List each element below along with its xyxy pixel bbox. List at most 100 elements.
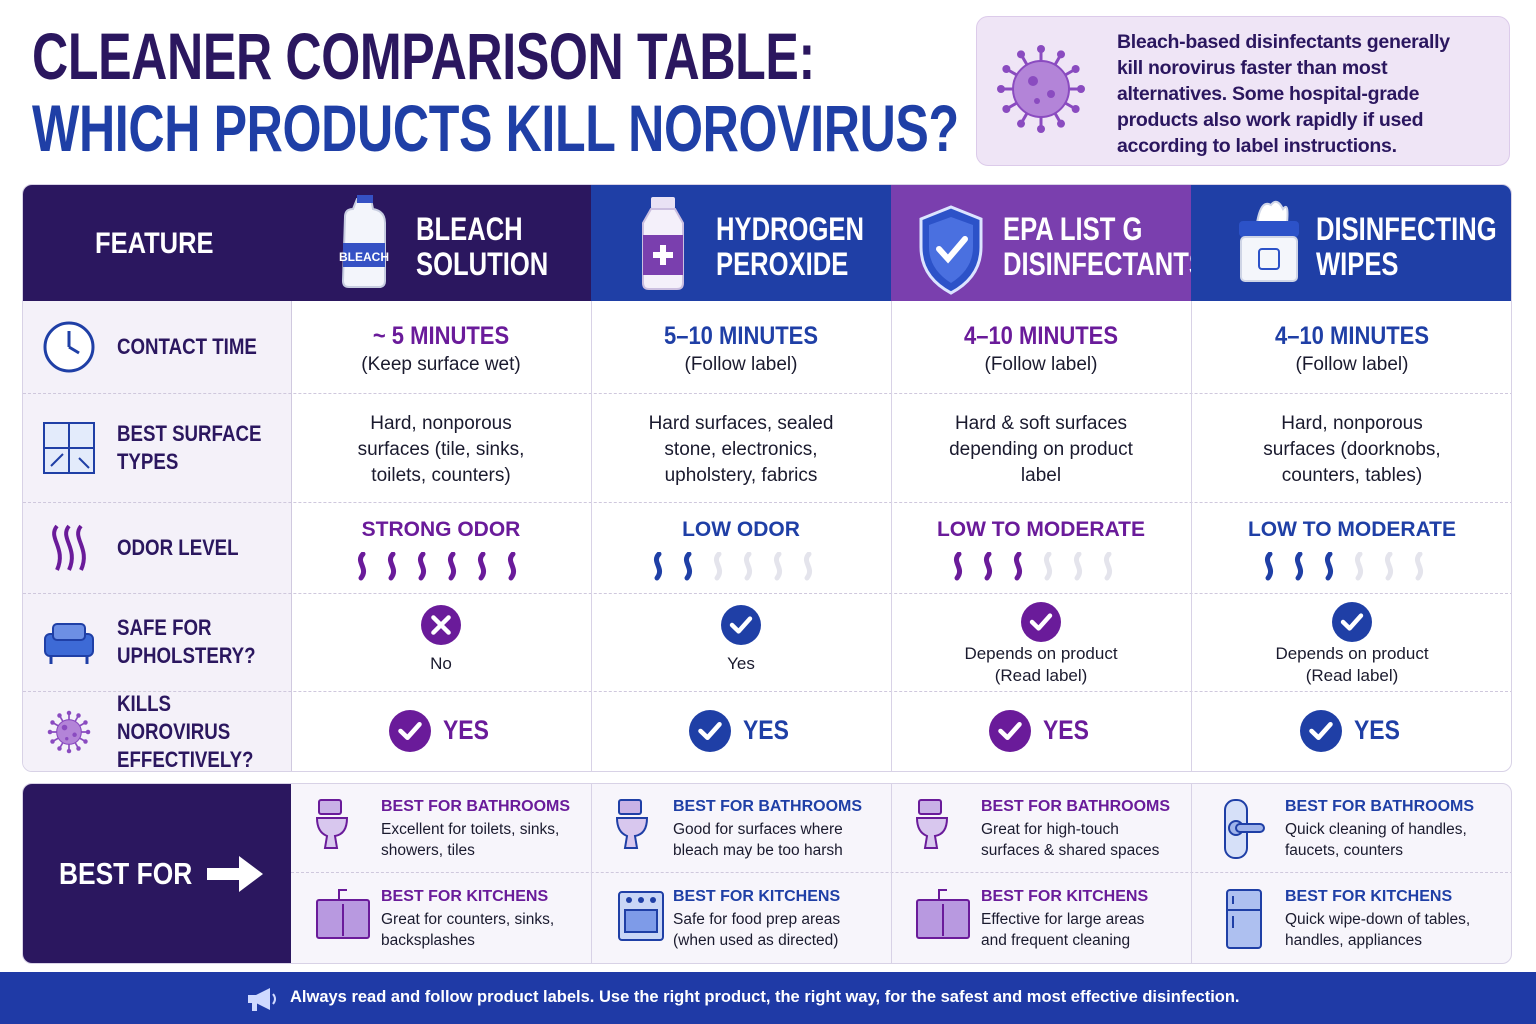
best-for-title: BEST FOR BATHROOMS bbox=[981, 798, 1171, 815]
best-for-title: BEST FOR KITCHENS bbox=[673, 888, 841, 905]
note-text: Bleach-based disinfectants generally kil… bbox=[1117, 31, 1450, 157]
title-line-2: WHICH PRODUCTS KILL NOROVIRUS? bbox=[32, 91, 959, 165]
row-label: SAFE FOR UPHOLSTERY? bbox=[117, 615, 256, 668]
best-for-icon bbox=[913, 798, 975, 862]
feature-header: FEATURE bbox=[95, 227, 214, 260]
odor-drops-svg bbox=[1264, 551, 1424, 581]
row-label: KILLS NOROVIRUS EFFECTIVELY? bbox=[117, 691, 254, 772]
best-for-icon-svg bbox=[315, 799, 349, 849]
best-for-icon bbox=[613, 798, 675, 862]
upholstery-text: Depends on product (Read label) bbox=[1275, 644, 1429, 685]
kills-check-svg bbox=[1300, 710, 1342, 752]
best-for-text: Great for counters, sinks, backsplashes bbox=[381, 911, 555, 949]
best-for-icon bbox=[313, 888, 375, 952]
megaphone-icon-svg bbox=[248, 988, 276, 1011]
best-for-column-divider bbox=[591, 784, 592, 963]
upholstery-text: No bbox=[430, 654, 452, 673]
column-name: SOLUTION bbox=[416, 246, 549, 282]
row-divider bbox=[23, 393, 1511, 394]
best-for-title: BEST FOR KITCHENS bbox=[381, 888, 549, 905]
best-for-title: BEST FOR BATHROOMS bbox=[673, 798, 863, 815]
megaphone-icon bbox=[244, 986, 278, 1012]
best-for-icon-svg bbox=[916, 889, 970, 939]
contact-note: (Follow label) bbox=[984, 354, 1098, 375]
odor-drops bbox=[647, 551, 827, 582]
best-for-title: BEST FOR KITCHENS bbox=[981, 888, 1149, 905]
row-label: CONTACT TIME bbox=[117, 334, 257, 359]
column-divider bbox=[1191, 301, 1192, 771]
virus-icon-svg bbox=[997, 45, 1085, 133]
odor-drops-svg bbox=[357, 551, 517, 581]
product-icon-svg: BLEACH bbox=[339, 195, 389, 288]
odor-drops bbox=[947, 551, 1127, 582]
upholstery-icon-svg bbox=[1332, 602, 1372, 642]
odor-drops bbox=[351, 551, 531, 582]
column-name: HYDROGEN bbox=[716, 211, 864, 247]
surface-types: Hard surfaces, sealed stone, electronics… bbox=[648, 413, 834, 486]
surface-types: Hard, nonporous surfaces (tile, sinks, t… bbox=[357, 413, 525, 486]
row-icon bbox=[39, 317, 99, 377]
contact-note: (Follow label) bbox=[684, 354, 798, 375]
odor-label: LOW ODOR bbox=[682, 518, 800, 541]
best-for-icon-svg bbox=[316, 889, 370, 939]
best-for-text: Quick wipe-down of tables, handles, appl… bbox=[1285, 911, 1471, 949]
upholstery-text: Yes bbox=[727, 654, 755, 673]
column-divider bbox=[591, 301, 592, 771]
upholstery-icon bbox=[1332, 602, 1372, 642]
kills-text: YES bbox=[1354, 715, 1400, 745]
row-label: BEST SURFACE TYPES bbox=[117, 420, 262, 474]
row-divider bbox=[23, 691, 1511, 692]
contact-time: 4–10 MINUTES bbox=[963, 322, 1119, 350]
best-for-icon bbox=[613, 888, 675, 952]
feature-header-cell bbox=[23, 185, 291, 301]
odor-drops bbox=[1258, 551, 1438, 582]
contact-time: 5–10 MINUTES bbox=[663, 322, 819, 350]
best-for-icon bbox=[313, 798, 375, 862]
contact-time: 4–10 MINUTES bbox=[1274, 322, 1430, 350]
odor-drops-svg bbox=[953, 551, 1113, 581]
label-divider bbox=[291, 185, 292, 771]
upholstery-icon-svg bbox=[1021, 602, 1061, 642]
column-name: EPA LIST G bbox=[1003, 211, 1143, 247]
kills-check bbox=[1300, 710, 1342, 752]
best-for-title: BEST FOR KITCHENS bbox=[1285, 888, 1453, 905]
contact-note: (Follow label) bbox=[1295, 354, 1409, 375]
product-icon-svg bbox=[1239, 200, 1299, 282]
note-box: Bleach-based disinfectants generally kil… bbox=[976, 16, 1510, 166]
best-for-divider bbox=[291, 872, 1511, 873]
best-for-icon bbox=[1219, 798, 1281, 862]
row-divider bbox=[23, 593, 1511, 594]
upholstery-icon-svg bbox=[721, 605, 761, 645]
column-divider bbox=[891, 301, 892, 771]
kills-check bbox=[389, 710, 431, 752]
upholstery-icon-svg bbox=[421, 605, 461, 645]
surface-types: Hard & soft surfaces depending on produc… bbox=[949, 413, 1133, 486]
odor-label: LOW TO MODERATE bbox=[936, 518, 1146, 541]
best-for-icon bbox=[913, 888, 975, 952]
best-for-icon-svg bbox=[618, 891, 664, 941]
row-icon bbox=[39, 418, 99, 478]
row-icon-svg bbox=[52, 524, 86, 571]
best-for-icon-svg bbox=[615, 799, 649, 849]
kills-text: YES bbox=[1043, 715, 1089, 745]
product-icon bbox=[631, 195, 707, 291]
kills-check-svg bbox=[689, 710, 731, 752]
product-icon bbox=[1231, 195, 1307, 291]
row-label: ODOR LEVEL bbox=[117, 534, 239, 560]
column-name: DISINFECTANTS bbox=[1003, 246, 1206, 282]
upholstery-icon bbox=[421, 605, 461, 645]
row-icon-svg bbox=[43, 421, 95, 474]
best-for-text: Quick cleaning of handles, faucets, coun… bbox=[1285, 821, 1467, 859]
product-icon-svg bbox=[919, 205, 983, 295]
contact-time: ~ 5 MINUTES bbox=[372, 322, 510, 350]
column-header bbox=[591, 185, 891, 301]
best-for-icon-svg bbox=[1224, 799, 1265, 859]
kills-text: YES bbox=[443, 715, 489, 745]
product-icon: BLEACH bbox=[331, 195, 407, 291]
best-for-title: BEST FOR BATHROOMS bbox=[1285, 798, 1475, 815]
odor-drops-svg bbox=[653, 551, 813, 581]
column-name: DISINFECTING bbox=[1316, 211, 1497, 247]
best-for-text: Great for high-touch surfaces & shared s… bbox=[981, 821, 1160, 859]
odor-label: STRONG ODOR bbox=[361, 518, 521, 541]
